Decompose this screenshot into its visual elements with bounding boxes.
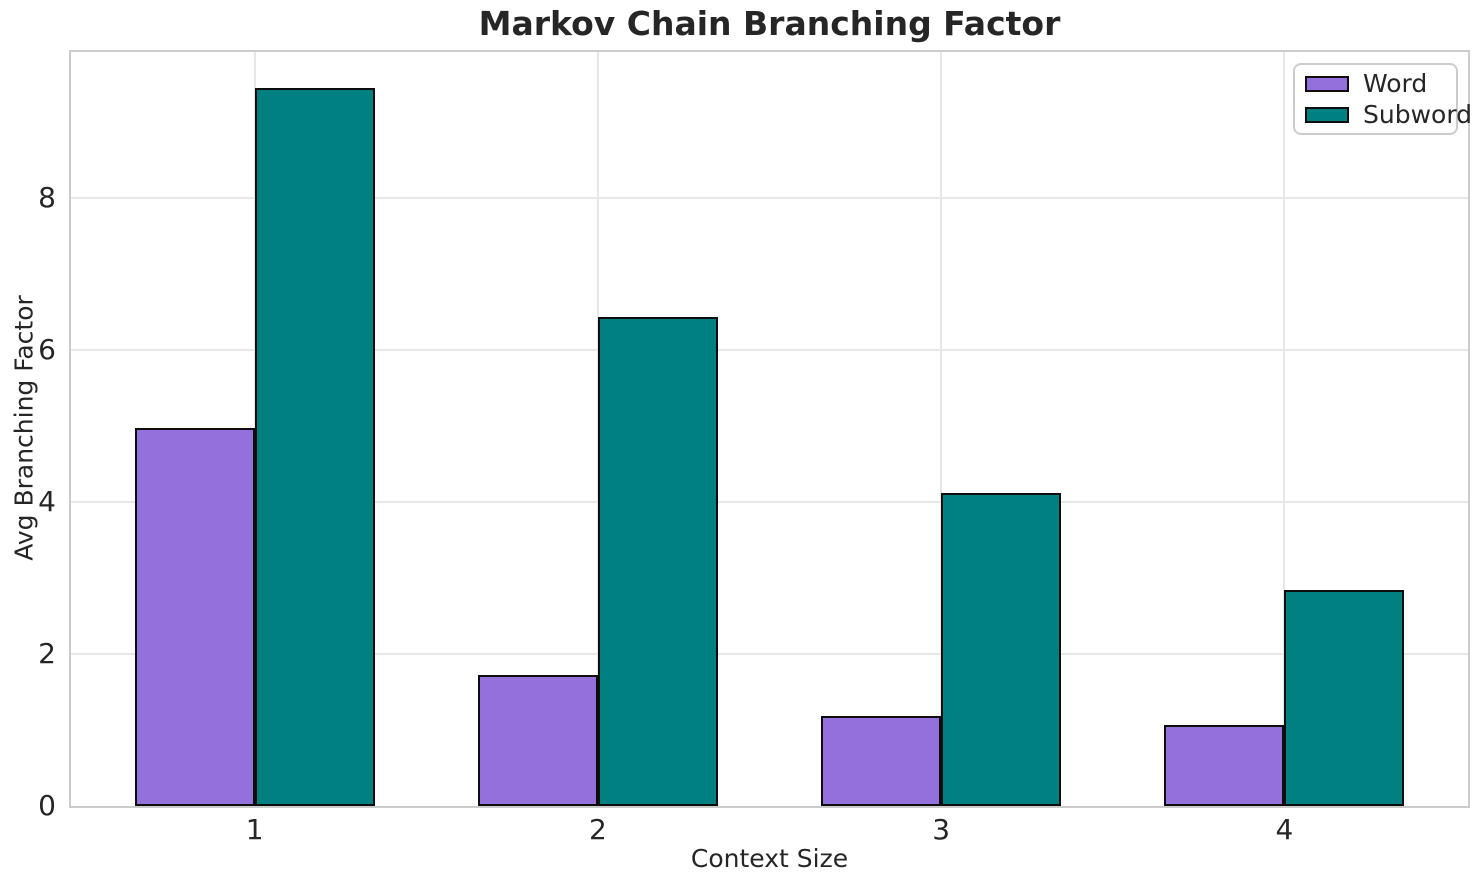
legend-item-subword: Subword bbox=[1305, 100, 1472, 129]
bar-word-4 bbox=[1164, 725, 1285, 806]
bar-word-3 bbox=[820, 715, 942, 806]
bar-subword-4 bbox=[1284, 590, 1405, 806]
gridline-v-3 bbox=[940, 52, 943, 806]
gridline-h-4 bbox=[71, 500, 1468, 503]
y-tick-label-8: 8 bbox=[38, 180, 56, 214]
chart-title: Markov Chain Branching Factor bbox=[478, 4, 1061, 43]
legend-swatch-subword bbox=[1305, 106, 1349, 123]
plot-area bbox=[69, 50, 1470, 808]
legend-item-word: Word bbox=[1305, 69, 1446, 98]
gridline-v-4 bbox=[1283, 52, 1286, 806]
gridline-h-8 bbox=[71, 196, 1468, 199]
gridline-h-6 bbox=[71, 348, 1468, 351]
x-axis-label: Context Size bbox=[690, 844, 849, 873]
y-tick-label-0: 0 bbox=[38, 789, 56, 822]
x-tick-label-4: 4 bbox=[1275, 813, 1294, 846]
x-tick-label-1: 1 bbox=[245, 813, 264, 846]
legend-label-subword: Subword bbox=[1363, 100, 1473, 129]
bar-subword-1 bbox=[254, 87, 375, 806]
legend: Word Subword bbox=[1293, 63, 1472, 135]
bar-subword-3 bbox=[941, 492, 1062, 806]
y-tick-label-2: 2 bbox=[38, 636, 56, 670]
legend-swatch-word bbox=[1305, 75, 1349, 92]
bar-subword-2 bbox=[597, 316, 718, 806]
gridline-h-2 bbox=[71, 652, 1468, 655]
legend-label-word: Word bbox=[1363, 69, 1428, 98]
bar-word-1 bbox=[134, 428, 255, 806]
bar-word-2 bbox=[477, 675, 598, 806]
x-tick-label-2: 2 bbox=[588, 813, 607, 846]
x-tick-label-3: 3 bbox=[932, 813, 951, 846]
y-tick-label-4: 4 bbox=[38, 484, 56, 518]
y-tick-label-6: 6 bbox=[38, 332, 56, 366]
